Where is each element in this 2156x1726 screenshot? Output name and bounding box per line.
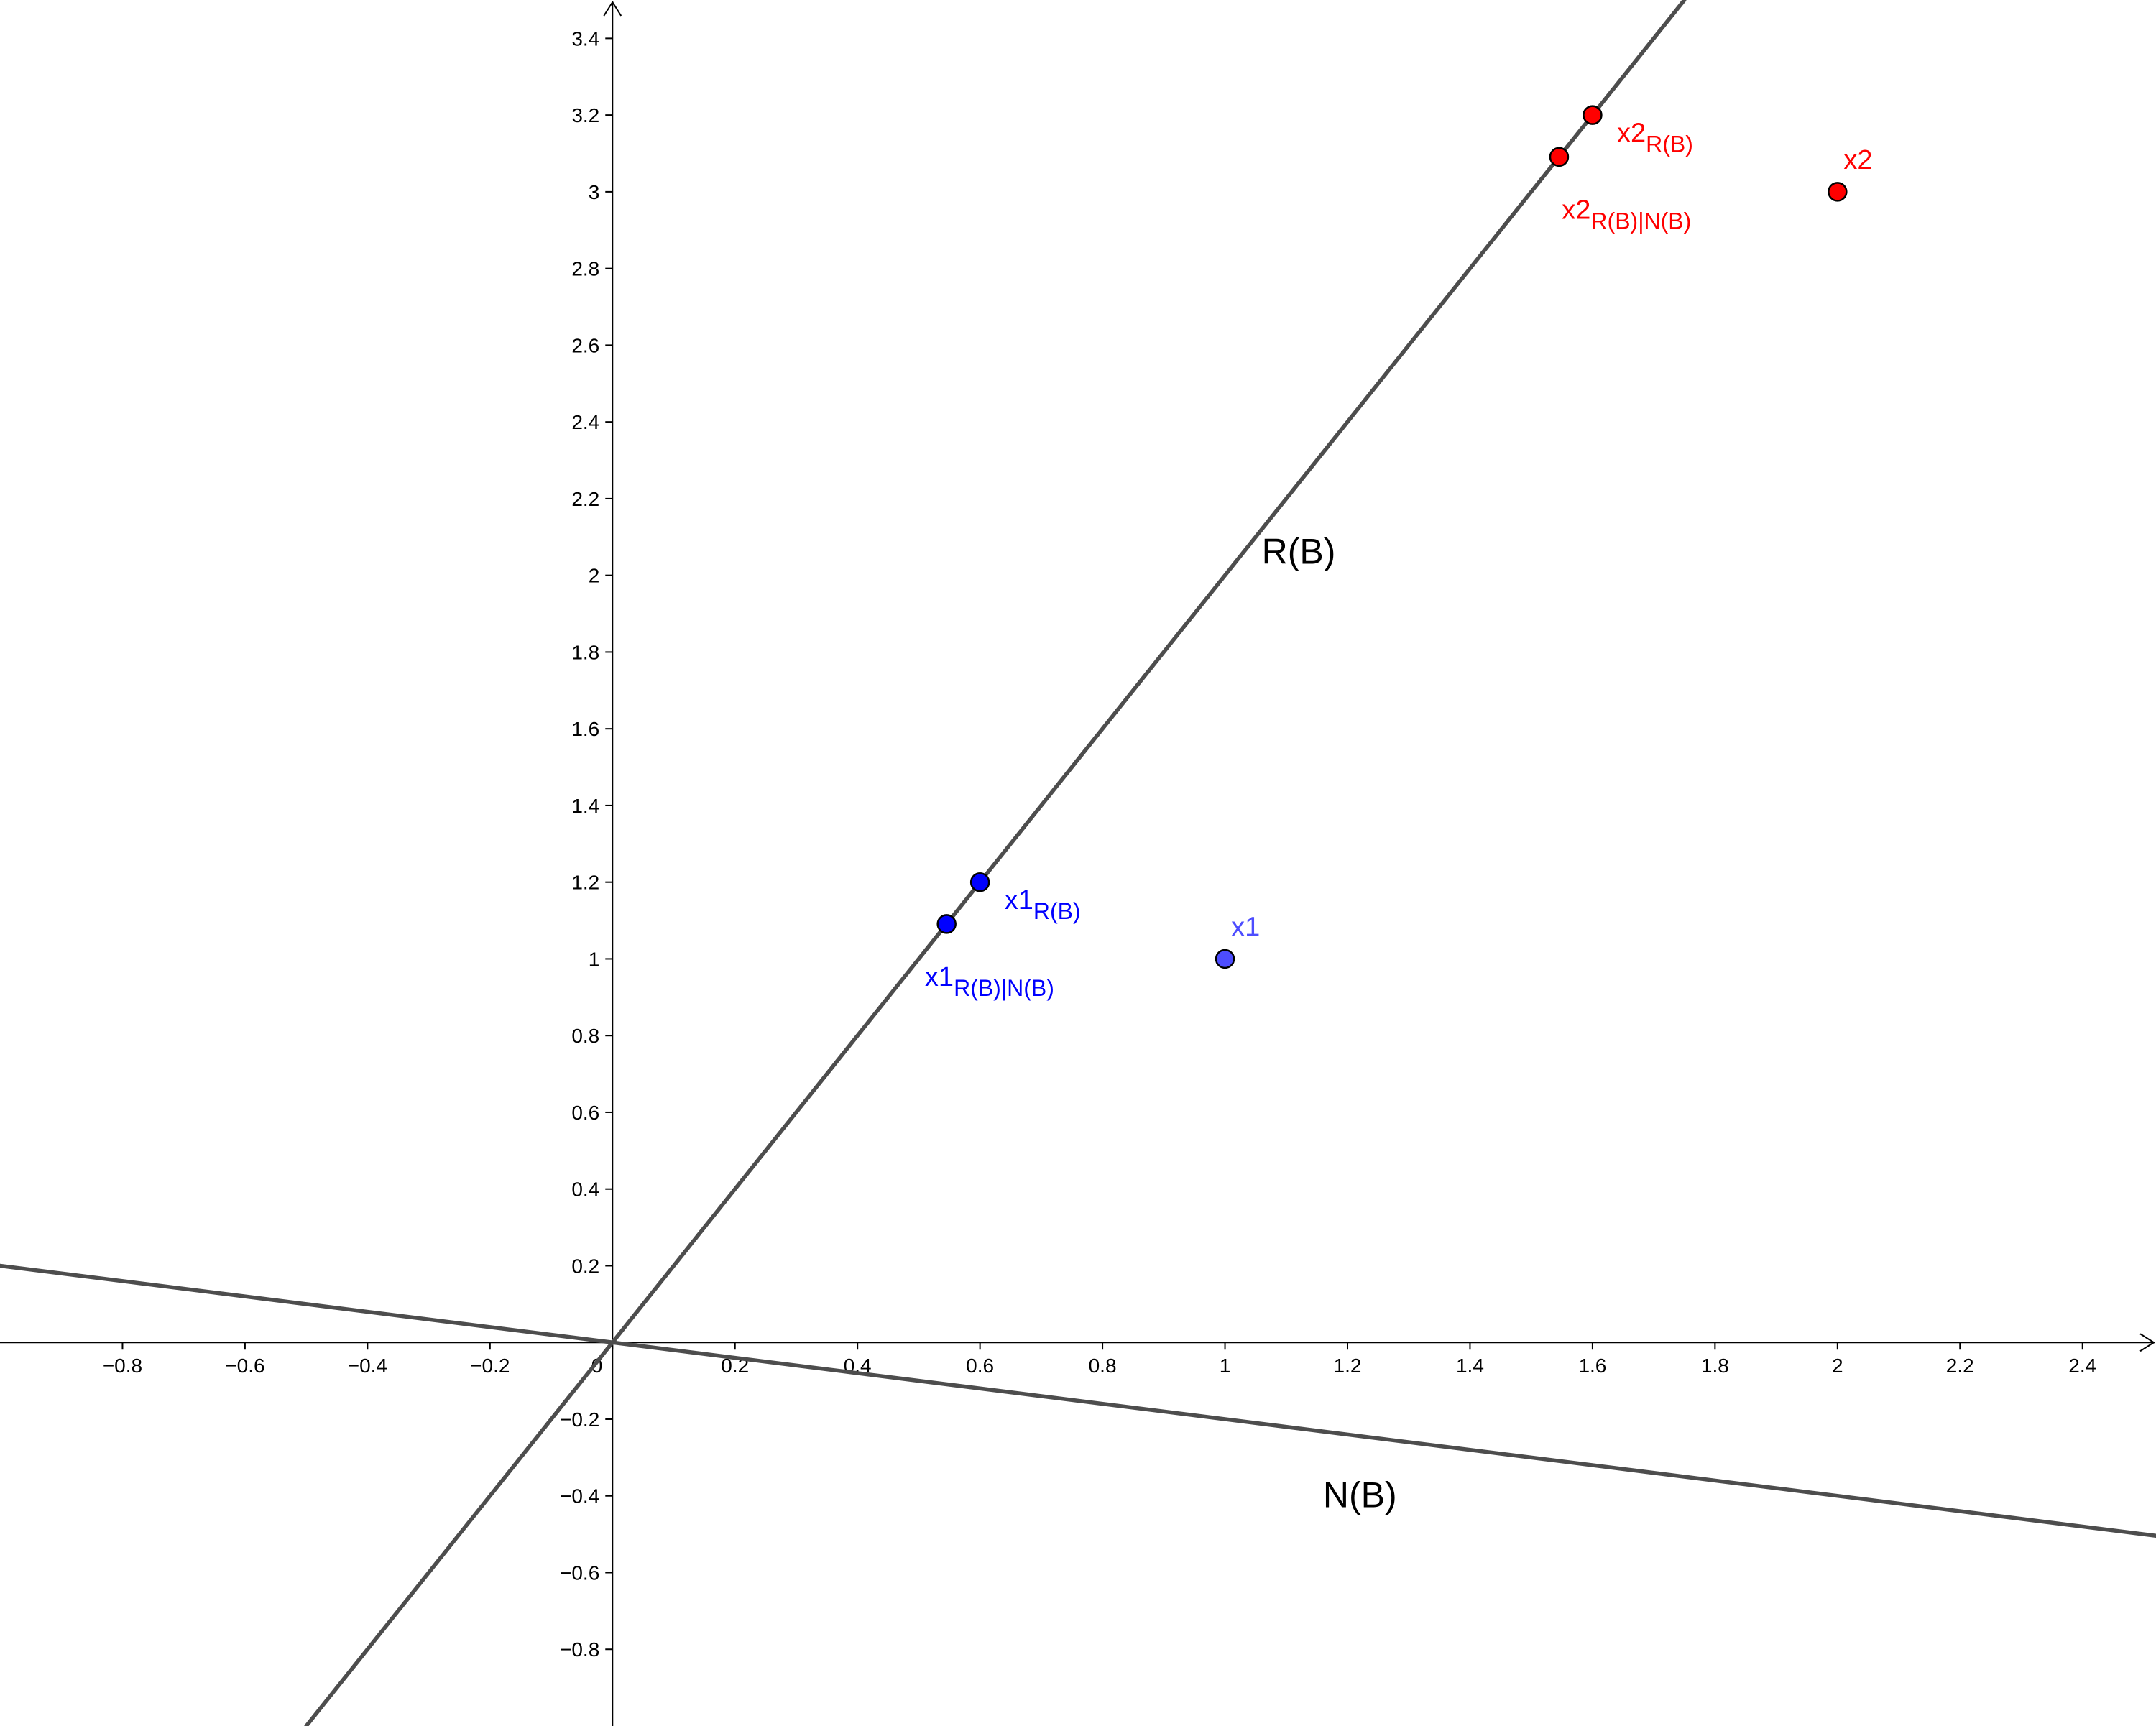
x-tick-label: 2.2 xyxy=(1946,1355,1974,1377)
x-tick-label: 1.4 xyxy=(1456,1355,1484,1377)
point-x2 xyxy=(1828,182,1848,202)
y-tick-label: 2.4 xyxy=(571,411,599,433)
points xyxy=(936,105,1848,969)
x-tick-label: 2 xyxy=(1832,1355,1843,1377)
point-x1-rbnb xyxy=(936,914,957,934)
y-tick-label: 0.2 xyxy=(571,1255,599,1277)
x-tick-label: 0.6 xyxy=(966,1355,994,1377)
y-tick-label: 1.6 xyxy=(571,718,599,740)
point-label-x2-rbnb: x2R(B)|N(B) xyxy=(1562,195,1691,234)
point-label-x1-rb: x1R(B) xyxy=(1005,885,1081,924)
y-axis-arrow xyxy=(603,1,622,17)
x-tick-label: −0.2 xyxy=(470,1355,510,1377)
x-tick-label: 1.6 xyxy=(1578,1355,1606,1377)
x-tick-label: 2.4 xyxy=(2068,1355,2096,1377)
x-tick-label: −0.8 xyxy=(103,1355,142,1377)
point-x1-rb xyxy=(969,872,990,892)
y-tick-label: 2.6 xyxy=(571,334,599,356)
x-axis-arrow xyxy=(2139,1333,2155,1352)
point-label-x2-rb: x2R(B) xyxy=(1617,118,1693,157)
line-n-b xyxy=(0,1263,2156,1538)
y-tick-label: −0.6 xyxy=(560,1561,599,1584)
y-tick-label: 2 xyxy=(589,565,600,587)
y-tick-label: 0.8 xyxy=(571,1025,599,1047)
y-tick-label: 3.4 xyxy=(571,27,599,50)
y-tick-label: 0.6 xyxy=(571,1102,599,1124)
y-tick-label: −0.4 xyxy=(560,1485,599,1508)
x-tick-label: −0.6 xyxy=(225,1355,264,1377)
x-tick-label: 1 xyxy=(1220,1355,1231,1377)
y-tick-label: 2.2 xyxy=(571,488,599,510)
y-tick-label: 1.2 xyxy=(571,872,599,894)
line-label: N(B) xyxy=(1323,1475,1397,1515)
line-label: R(B) xyxy=(1262,532,1336,572)
y-tick-label: 2.8 xyxy=(571,258,599,280)
y-tick-label: 1.4 xyxy=(571,795,599,817)
y-tick-label: −0.8 xyxy=(560,1638,599,1661)
line-r-b xyxy=(304,0,1687,1726)
point-label-x1-rbnb: x1R(B)|N(B) xyxy=(925,962,1054,1001)
y-tick-label: 0.4 xyxy=(571,1178,599,1201)
y-tick-label: 3 xyxy=(589,181,600,203)
point-label-x1: x1 xyxy=(1231,912,1260,942)
ticks: −0.8 −0.6 −0.4 −0.2 0 0.2 0.4 0.6 0.8 1 1.2 1.4 1.6 1… xyxy=(103,27,2096,1661)
y-tick-label: 3.2 xyxy=(571,104,599,126)
y-tick-label: −0.2 xyxy=(560,1408,599,1431)
y-tick-label: 1.8 xyxy=(571,641,599,663)
point-x2-rb xyxy=(1583,105,1603,125)
labels: R(B) N(B) x1 x1R(B) x1R(B)|N(B) x2 x2R(B) x2R(B… xyxy=(925,118,1873,1515)
point-x2-rbnb xyxy=(1549,147,1570,167)
x-tick-label: 1.8 xyxy=(1701,1355,1729,1377)
x-tick-label: 0.8 xyxy=(1089,1355,1117,1377)
x-tick-label: 1.2 xyxy=(1334,1355,1362,1377)
y-tick-label: 1 xyxy=(589,948,600,970)
x-tick-label: −0.4 xyxy=(348,1355,387,1377)
point-label-x2: x2 xyxy=(1843,145,1872,175)
point-x1 xyxy=(1215,949,1235,969)
